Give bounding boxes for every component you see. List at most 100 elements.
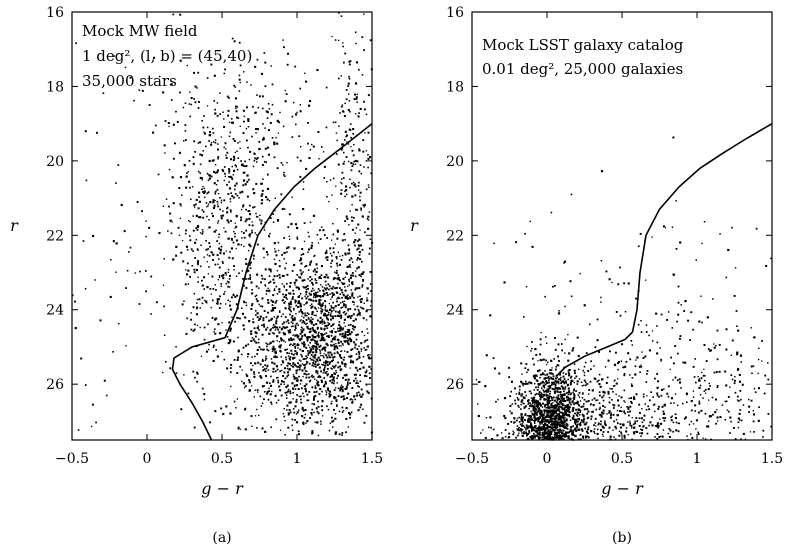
panel-b-point [521,416,524,419]
panel-b-point [547,405,549,407]
panel-a-point [320,265,323,268]
panel-a-point [269,280,272,283]
panel-b-point [561,349,563,352]
panel-a-point [276,377,278,379]
panel-a-point [302,421,305,424]
panel-b-point [741,383,744,386]
panel-b-point [596,339,599,342]
panel-a-point [292,318,295,321]
panel-a-point [234,151,236,154]
panel-b-point [615,382,618,385]
panel-a-point [324,382,327,385]
panel-a-point [239,428,241,430]
panel-a-point [297,366,300,368]
panel-a-point [308,330,312,334]
panel-a-point [350,281,354,284]
panel-b-point [645,331,648,333]
panel-a-point [358,68,360,71]
panel-a-point [188,220,190,222]
panel-b-point [636,430,639,433]
panel-b-point [566,427,569,430]
panel-b-point [731,226,733,229]
panel-a-point [251,292,254,295]
panel-a-point [224,230,227,233]
panel-b-point [531,418,534,421]
panel-b-point [551,426,554,429]
panel-a-point [352,320,355,322]
panel-a-point [258,95,261,98]
panel-a-point [256,58,259,61]
panel-a-point [278,265,281,268]
panel-a-point [265,196,268,198]
panel-a-point [339,329,342,332]
panel-a-point [288,330,291,332]
panel-b-point [754,391,757,393]
panel-a-y-tick-label: 18 [46,79,64,95]
panel-a-point [300,360,302,362]
panel-a-point [350,340,353,343]
panel-a-point [350,146,352,148]
panel-b-point [547,375,550,378]
panel-a-point [222,277,225,280]
panel-b-point [540,428,542,430]
panel-a-point [278,290,281,293]
panel-a-point [272,326,274,329]
panel-a-point [239,64,242,67]
panel-b-point [587,370,590,372]
panel-b-point [625,430,628,433]
panel-a-point [181,194,183,196]
panel-a-point [229,200,232,203]
panel-b-point [733,294,736,297]
panel-a-point [288,409,291,411]
panel-a-point [209,131,211,133]
panel-a-point [306,357,309,359]
panel-b-point [634,422,637,425]
panel-b-point [559,399,562,402]
panel-b-point [548,372,551,374]
panel-a-point [216,240,219,242]
panel-a-point [256,353,259,355]
panel-a-point [344,295,347,298]
panel-a-point [248,243,251,246]
panel-b-point [716,409,718,411]
panel-a-point [290,300,292,303]
panel-a-point [327,408,330,411]
panel-a-point [299,383,302,385]
panel-b-point [546,396,549,399]
panel-a-point [248,158,251,161]
panel-a-point [313,356,316,359]
panel-a-point [363,421,366,424]
panel-a-point [314,254,316,257]
panel-a-point [293,376,296,378]
panel-b-point [725,276,728,279]
panel-b-point [548,411,551,414]
panel-a-point [212,346,215,348]
panel-a-point [330,353,333,356]
panel-a-point [231,165,233,168]
panel-a-point [324,280,327,283]
panel-a-point [286,384,289,387]
panel-b-point [633,396,635,398]
panel-a-point [359,314,361,316]
panel-b-point [553,413,556,415]
panel-a-point [357,309,360,311]
panel-b-point [748,405,751,408]
panel-a-point [312,283,314,286]
panel-a-point [309,357,311,360]
panel-a-point [243,165,245,167]
panel-a-point [345,373,348,376]
panel-a-point [299,366,301,369]
panel-b-point [678,381,682,384]
panel-a-point [192,370,195,373]
panel-a-point [369,271,372,273]
panel-b-point [617,404,620,407]
panel-a-point [212,201,215,204]
panel-b-point [554,379,557,382]
panel-b-point [572,418,574,420]
panel-b-point [520,419,523,422]
panel-a-point [257,216,259,218]
panel-a-point [314,363,316,365]
panel-a-point [311,374,313,377]
panel-a-point [307,373,310,375]
panel-a-point [335,345,338,348]
